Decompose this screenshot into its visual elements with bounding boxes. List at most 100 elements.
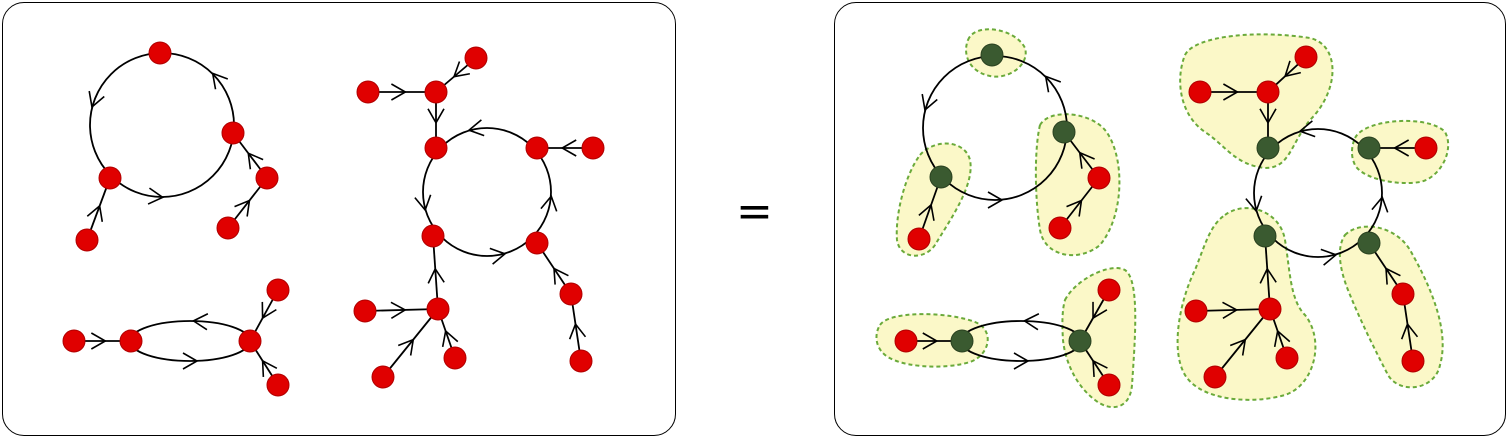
edge <box>432 235 439 310</box>
leaf-node <box>1401 349 1425 373</box>
edge-arrow <box>1245 195 1263 213</box>
leaf-node <box>525 231 549 255</box>
leaf-node <box>443 346 467 370</box>
edge-arrow <box>1320 248 1338 266</box>
leaf-node <box>569 349 593 373</box>
edge <box>1195 308 1271 312</box>
root-node <box>980 43 1004 67</box>
leaf-node <box>353 299 377 323</box>
edge-arrow <box>86 204 104 222</box>
cycle <box>422 127 552 257</box>
leaf-node <box>75 228 99 252</box>
root-node <box>929 165 953 189</box>
edge-arrow <box>1222 301 1239 319</box>
leaf-node <box>266 278 290 302</box>
edge-arrow <box>987 191 1004 209</box>
edge-arrow <box>452 61 470 78</box>
leaf-node <box>581 136 605 160</box>
leaf-node <box>1391 282 1415 306</box>
leaf-node <box>424 80 448 104</box>
edge-arrow <box>88 90 105 109</box>
edge-arrow <box>918 203 935 221</box>
leaf-node <box>426 297 450 321</box>
leaf-node <box>119 329 143 353</box>
edge-arrow <box>553 267 569 285</box>
root-node <box>1357 231 1381 255</box>
edge-arrow <box>390 301 407 319</box>
edge-arrow <box>1013 352 1030 370</box>
leaf-node <box>62 329 86 353</box>
edge-arrow <box>441 329 459 348</box>
leaf-node <box>371 365 395 389</box>
edge-arrow <box>391 83 408 101</box>
edge-arrow <box>1229 338 1247 356</box>
left-panel <box>2 2 676 436</box>
edge-arrow <box>560 139 577 157</box>
edge-arrow <box>414 194 432 212</box>
leaf-node <box>255 166 279 190</box>
edge-arrow <box>397 338 415 356</box>
edge-arrow <box>921 93 938 112</box>
edge-arrow <box>147 187 165 205</box>
edge <box>1264 235 1271 310</box>
edge-arrow <box>1223 83 1240 101</box>
leaf-node <box>1097 278 1121 302</box>
edge-arrow <box>1283 60 1301 78</box>
edge-arrow <box>489 247 507 265</box>
root-node <box>1357 136 1381 160</box>
cycle <box>1253 128 1383 258</box>
leaf-node <box>421 224 445 248</box>
leaf-node <box>464 46 488 70</box>
edge-arrow <box>182 352 199 370</box>
leaf-node <box>1294 45 1318 69</box>
edge-arrow <box>1078 151 1095 169</box>
edge <box>364 308 439 312</box>
edge-arrow <box>1092 301 1108 320</box>
leaf-node <box>1258 297 1282 321</box>
edge-arrow <box>1393 139 1410 157</box>
leaf-node <box>1188 80 1212 104</box>
edge-arrow <box>1298 120 1316 138</box>
cluster-blob <box>1061 267 1137 408</box>
leaf-node <box>559 282 583 306</box>
leaf-node <box>1048 216 1072 240</box>
root-node <box>1052 120 1076 144</box>
leaf-node <box>424 136 448 160</box>
leaf-node <box>1256 80 1280 104</box>
leaf-node <box>356 80 380 104</box>
cycle <box>129 320 251 362</box>
equals-sign: = <box>736 186 773 237</box>
edge-arrow <box>922 332 939 350</box>
leaf-node <box>148 41 172 65</box>
edge-arrow <box>1273 329 1291 348</box>
edge-arrow <box>467 119 485 137</box>
node-layer <box>62 41 1438 397</box>
edge-arrow <box>211 72 229 90</box>
leaf-node <box>1203 365 1227 389</box>
leaf-node <box>238 329 262 353</box>
edge-arrow <box>234 199 251 217</box>
leaf-node <box>1087 166 1111 190</box>
leaf-node <box>1414 136 1438 160</box>
leaf-node <box>1184 299 1208 323</box>
leaf-node <box>1097 373 1121 397</box>
root-node <box>950 329 974 353</box>
edge-arrow <box>1066 199 1083 217</box>
leaf-node <box>98 166 122 190</box>
edge-arrow <box>427 108 445 125</box>
edge-arrow <box>261 301 277 320</box>
edge-arrow <box>1044 75 1062 93</box>
leaf-node <box>894 329 918 353</box>
leaf-node <box>1275 346 1299 370</box>
edge <box>382 308 439 378</box>
leaf-node <box>907 227 931 251</box>
edge-arrow <box>90 332 107 350</box>
edge <box>1214 308 1271 378</box>
edge-arrow <box>1259 108 1277 125</box>
leaf-node <box>216 216 240 240</box>
edge-arrow <box>1259 267 1277 284</box>
edge-arrow <box>1022 313 1040 331</box>
root-node <box>1256 136 1280 160</box>
edge-arrow <box>247 151 264 170</box>
